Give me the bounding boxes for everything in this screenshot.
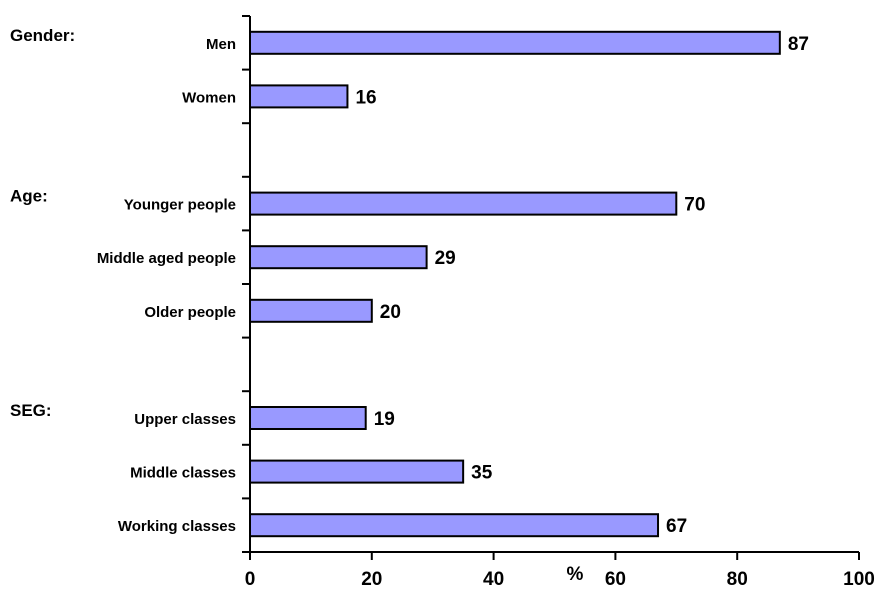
x-tick-label: 60 [605,569,626,590]
bar-middle-aged-people [249,245,428,270]
category-label: Older people [144,304,236,321]
value-label: 35 [471,463,493,484]
value-label: 29 [435,248,456,269]
category-label: Younger people [124,197,236,214]
x-tick-label: 0 [245,569,256,590]
category-label: Working classes [118,518,236,535]
category-label: Women [182,89,236,106]
category-label: Middle classes [130,465,236,482]
group-label: Gender: [10,26,75,45]
bar-men [249,30,781,55]
value-label: 16 [355,87,376,108]
value-label: 20 [380,302,401,323]
x-tick-label: 100 [843,569,875,590]
bars [249,30,781,538]
bar-working-classes [249,513,660,538]
category-label: Middle aged people [97,250,236,267]
x-tick-label: 40 [483,569,504,590]
x-tick-label: 80 [727,569,748,590]
value-label: 19 [374,409,395,430]
value-label: 67 [666,516,687,537]
bar-older-people [249,298,373,323]
bar-women [249,84,349,109]
x-tick-label: 20 [361,569,382,590]
labels: 0 20 40 60 80 100% 87 Men 16 Women Gender: 70 Younge… [10,26,875,590]
category-label: Upper classes [134,411,236,428]
bar-younger-people [249,191,678,216]
value-label: 70 [684,195,705,216]
category-label: Men [206,36,236,53]
group-label: Age: [10,187,48,206]
value-label: 87 [788,34,809,55]
bar-upper-classes [249,406,367,430]
group-label: SEG: [10,401,52,420]
bar-middle-classes [249,459,465,484]
x-axis-label: % [567,564,584,585]
